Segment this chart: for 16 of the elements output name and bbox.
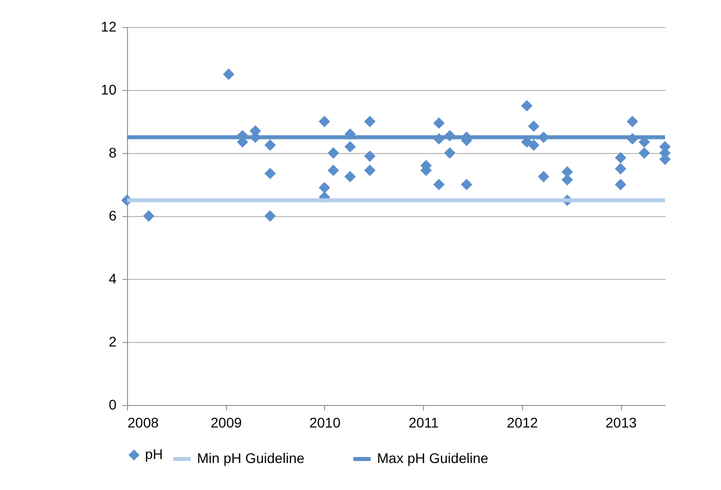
y-tick-label: 4 <box>108 270 117 286</box>
x-tick-label: 2012 <box>506 414 538 430</box>
legend-label: pH <box>145 446 163 462</box>
legend-label: Min pH Guideline <box>197 450 305 466</box>
legend-label: Max pH Guideline <box>377 450 488 466</box>
y-tick-label: 0 <box>108 396 117 412</box>
x-tick-label: 2008 <box>128 414 159 430</box>
y-tick-label: 8 <box>108 144 117 160</box>
y-tick-label: 2 <box>108 334 117 350</box>
y-tick-label: 6 <box>108 208 117 224</box>
x-tick-label: 2013 <box>606 414 637 430</box>
x-tick-label: 2011 <box>408 414 439 430</box>
x-tick-label: 2010 <box>309 414 341 430</box>
y-tick-label: 10 <box>100 82 117 98</box>
x-tick-label: 2009 <box>210 414 242 430</box>
y-tick-label: 12 <box>100 18 117 34</box>
